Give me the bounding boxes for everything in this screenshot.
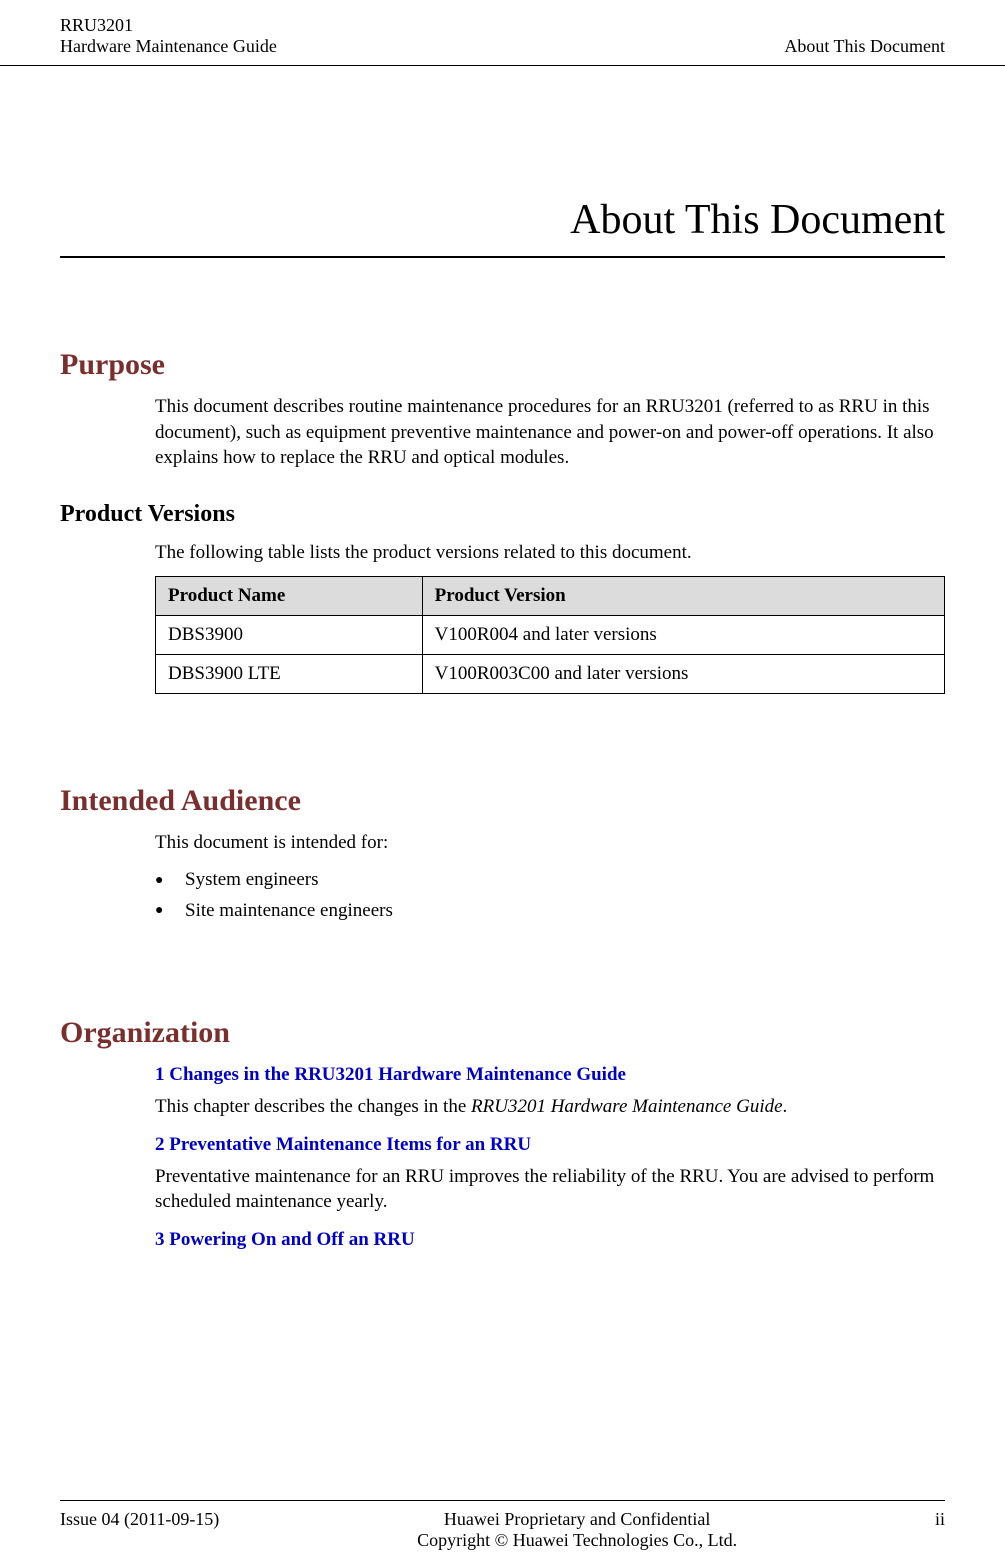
product-versions-intro: The following table lists the product ve…: [155, 540, 945, 566]
list-item-label: Site maintenance engineers: [185, 900, 393, 921]
product-versions-table: Product Name Product Version DBS3900 V10…: [155, 576, 945, 694]
org-link-2[interactable]: 2 Preventative Maintenance Items for an …: [155, 1134, 945, 1156]
org-desc-1-italic: RRU3201 Hardware Maintenance Guide: [471, 1096, 783, 1117]
footer-confidential: Huawei Proprietary and Confidential: [417, 1509, 737, 1530]
table-cell: V100R003C00 and later versions: [422, 654, 944, 693]
header-section: About This Document: [784, 36, 945, 57]
footer-page-number: ii: [935, 1509, 945, 1530]
org-link-3[interactable]: 3 Powering On and Off an RRU: [155, 1229, 945, 1251]
table-header-row: Product Name Product Version: [156, 576, 945, 615]
page-footer: Issue 04 (2011-09-15) Huawei Proprietary…: [60, 1500, 945, 1551]
organization-heading: Organization: [60, 1016, 945, 1050]
header-right: About This Document: [784, 15, 945, 57]
header-doc-title: Hardware Maintenance Guide: [60, 36, 277, 57]
table-cell: DBS3900: [156, 615, 423, 654]
content-area: Purpose This document describes routine …: [0, 348, 1005, 1251]
purpose-heading: Purpose: [60, 348, 945, 382]
header-left: RRU3201 Hardware Maintenance Guide: [60, 15, 277, 57]
table-row: DBS3900 V100R004 and later versions: [156, 615, 945, 654]
org-desc-2: Preventative maintenance for an RRU impr…: [155, 1164, 945, 1215]
org-desc-1: This chapter describes the changes in th…: [155, 1094, 945, 1120]
audience-list: System engineers Site maintenance engine…: [155, 865, 945, 926]
table-cell: DBS3900 LTE: [156, 654, 423, 693]
org-desc-1-suffix: .: [783, 1096, 788, 1117]
audience-intro: This document is intended for:: [155, 830, 945, 856]
org-desc-1-prefix: This chapter describes the changes in th…: [155, 1096, 471, 1117]
product-versions-heading: Product Versions: [60, 501, 945, 528]
product-versions-table-wrap: Product Name Product Version DBS3900 V10…: [155, 576, 945, 694]
main-title-wrap: About This Document: [0, 66, 1005, 258]
table-header-cell: Product Version: [422, 576, 944, 615]
audience-heading: Intended Audience: [60, 784, 945, 818]
table-row: DBS3900 LTE V100R003C00 and later versio…: [156, 654, 945, 693]
table-cell: V100R004 and later versions: [422, 615, 944, 654]
table-header-cell: Product Name: [156, 576, 423, 615]
header-product: RRU3201: [60, 15, 277, 36]
org-link-1[interactable]: 1 Changes in the RRU3201 Hardware Mainte…: [155, 1064, 945, 1086]
list-item-label: System engineers: [185, 869, 319, 890]
footer-copyright: Copyright © Huawei Technologies Co., Ltd…: [417, 1530, 737, 1551]
purpose-text: This document describes routine maintena…: [155, 394, 945, 471]
list-item: Site maintenance engineers: [155, 896, 945, 926]
page-header: RRU3201 Hardware Maintenance Guide About…: [0, 0, 1005, 66]
footer-issue: Issue 04 (2011-09-15): [60, 1509, 219, 1530]
footer-center: Huawei Proprietary and Confidential Copy…: [417, 1509, 737, 1551]
list-item: System engineers: [155, 865, 945, 895]
page-title: About This Document: [60, 66, 945, 258]
